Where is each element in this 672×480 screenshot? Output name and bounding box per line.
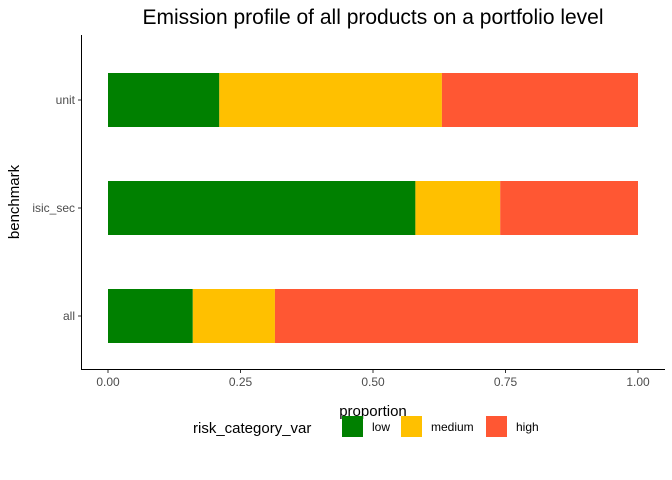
legend-key-medium: [401, 416, 422, 437]
chart-title: Emission profile of all products on a po…: [142, 6, 603, 29]
bar-unit-high: [441, 73, 638, 127]
legend-key-low: [342, 416, 363, 437]
bar-isic_sec-low: [108, 181, 416, 235]
y-axis-title: benchmark: [6, 164, 23, 239]
x-tick-label: 0.75: [494, 375, 518, 389]
x-tick-label: 0.00: [96, 375, 120, 389]
legend-label-low: low: [372, 420, 390, 434]
bar-all-medium: [192, 289, 275, 343]
bar-isic_sec-medium: [415, 181, 501, 235]
bar-isic_sec-high: [500, 181, 638, 235]
y-tick-label-all: all: [63, 309, 75, 323]
legend-label-medium: medium: [431, 420, 474, 434]
x-axis-ticks: 0.00 0.25 0.50 0.75 1.00: [96, 370, 650, 389]
y-tick-label-isic_sec: isic_sec: [32, 201, 75, 215]
legend-title: risk_category_var: [193, 420, 311, 437]
legend: risk_category_var low medium high: [193, 416, 539, 437]
x-tick-label: 0.25: [229, 375, 253, 389]
bar-unit-low: [108, 73, 220, 127]
bar-all-high: [274, 289, 638, 343]
bar-all-low: [108, 289, 193, 343]
legend-key-high: [486, 416, 507, 437]
x-tick-label: 1.00: [626, 375, 650, 389]
y-tick-label-unit: unit: [56, 93, 76, 107]
bar-unit-medium: [219, 73, 442, 127]
bars-group: [108, 73, 638, 343]
x-tick-label: 0.50: [361, 375, 385, 389]
legend-label-high: high: [516, 420, 539, 434]
x-axis-title: proportion: [339, 403, 407, 420]
